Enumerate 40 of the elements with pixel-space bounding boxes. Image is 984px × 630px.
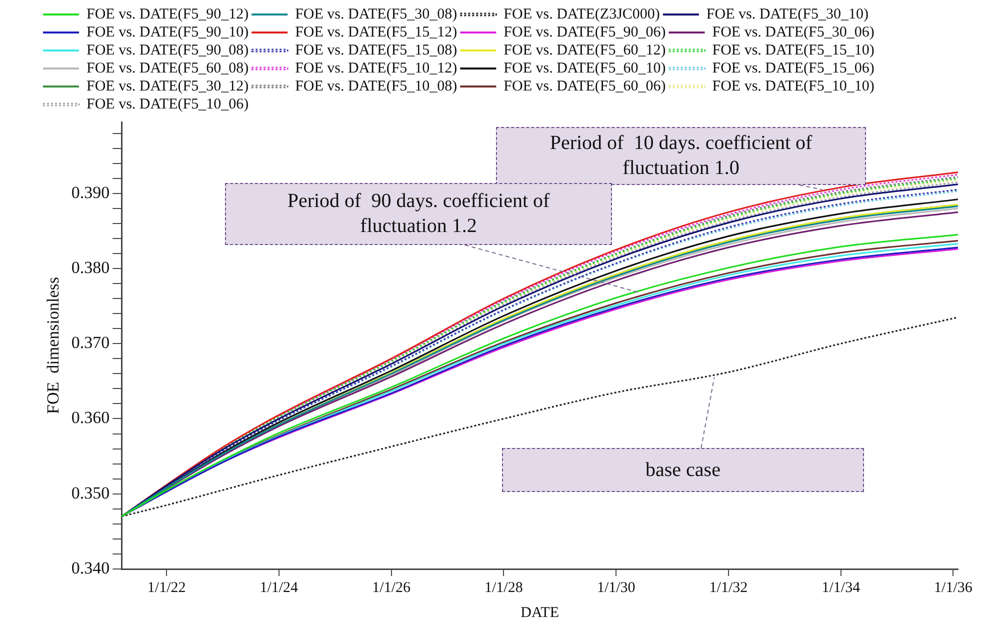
callout-box: Period of 10 days. coefficient of fluctuation 1.0	[496, 127, 866, 185]
y-tick-label: 0.360	[71, 408, 110, 428]
x-tick-label: 1/1/28	[484, 580, 523, 596]
y-tick-label: 0.340	[71, 558, 110, 578]
legend-label: FOE vs. DATE(F5_10_10)	[712, 78, 874, 94]
legend-label: FOE vs. DATE(F5_10_12)	[295, 60, 458, 76]
x-tick-label: 1/1/34	[822, 580, 861, 596]
y-tick-label: 0.350	[71, 483, 110, 502]
legend-label: FOE vs. DATE(Z3JC000)	[504, 6, 660, 22]
x-tick-label: 1/1/32	[709, 580, 748, 596]
legend-label: FOE vs. DATE(F5_30_06)	[712, 24, 874, 40]
x-axis-title: DATE	[520, 604, 559, 621]
y-tick-label: 0.370	[71, 333, 110, 352]
x-tick-label: 1/1/26	[372, 580, 412, 596]
legend-label: FOE vs. DATE(F5_30_12)	[86, 78, 249, 94]
callout-box: base case	[502, 448, 864, 492]
legend-label: FOE vs. DATE(F5_60_08)	[86, 60, 249, 76]
x-tick-label: 1/1/24	[260, 580, 299, 596]
y-axis-title: FOE dimensionless	[44, 277, 63, 414]
legend-label: FOE vs. DATE(F5_30_10)	[706, 6, 869, 22]
x-tick-label: 1/1/22	[147, 580, 186, 596]
legend-label: FOE vs. DATE(F5_90_12)	[86, 6, 249, 22]
x-tick-label: 1/1/30	[596, 580, 636, 596]
x-tick-label: 1/1/36	[934, 580, 973, 596]
legend-label: FOE vs. DATE(F5_15_12)	[295, 24, 458, 40]
legend-label: FOE vs. DATE(F5_60_12)	[504, 42, 666, 58]
y-tick-label: 0.390	[71, 182, 110, 202]
legend-label: FOE vs. DATE(F5_60_06)	[504, 78, 666, 94]
legend-label: FOE vs. DATE(F5_90_08)	[86, 42, 249, 58]
callout-box: Period of 90 days. coefficient of fluctuation 1.2	[225, 183, 612, 245]
legend-label: FOE vs. DATE(F5_15_10)	[712, 42, 874, 58]
legend-label: FOE vs. DATE(F5_90_10)	[86, 24, 249, 40]
legend-label: FOE vs. DATE(F5_10_08)	[295, 78, 458, 94]
y-tick-label: 0.380	[71, 258, 110, 277]
legend-label: FOE vs. DATE(F5_30_08)	[295, 6, 458, 22]
legend-label: FOE vs. DATE(F5_10_06)	[86, 96, 249, 112]
legend-label: FOE vs. DATE(F5_15_06)	[712, 60, 874, 76]
legend-label: FOE vs. DATE(F5_60_10)	[504, 60, 666, 76]
legend-label: FOE vs. DATE(F5_15_08)	[295, 42, 458, 58]
legend-label: FOE vs. DATE(F5_90_06)	[504, 24, 666, 40]
